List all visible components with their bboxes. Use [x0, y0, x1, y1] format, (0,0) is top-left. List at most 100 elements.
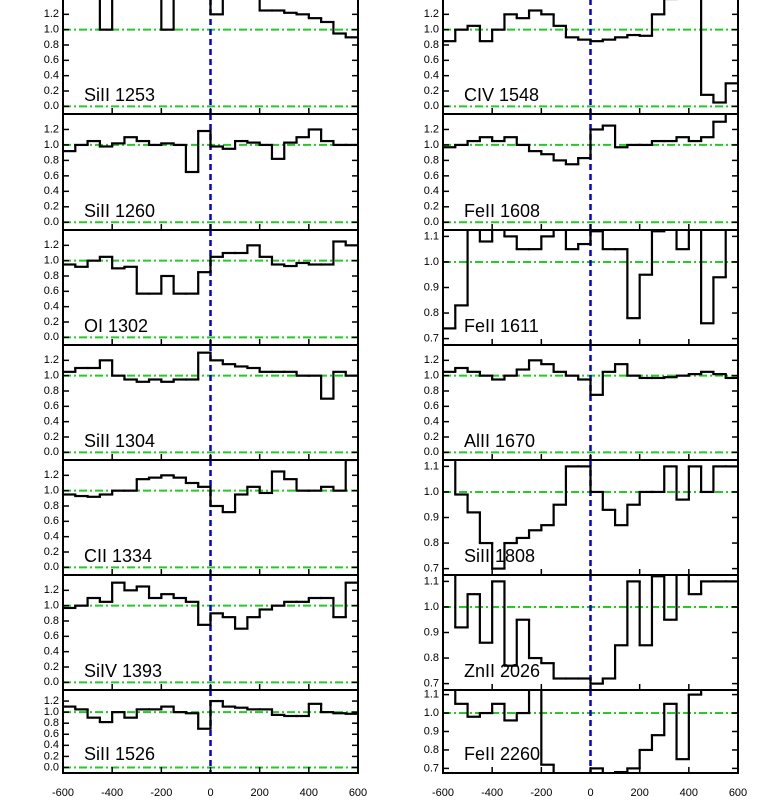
- y-tick-label: 1.0: [44, 485, 59, 497]
- panel: 0.0 0.2 0.4 0.6 0.8 1.0 1.2 SiII 1260: [44, 113, 359, 231]
- y-tick-label: 0.6: [424, 54, 439, 66]
- panel: 0.0 0.2 0.4 0.6 0.8 1.0 1.2 CIV 1548: [424, 0, 739, 115]
- y-tick-label: 1.0: [424, 486, 439, 498]
- line-label: SiII 1260: [84, 201, 155, 221]
- y-tick-label: 0.8: [424, 154, 439, 166]
- y-tick-label: 0.0: [44, 561, 59, 573]
- line-label: SiII 1808: [464, 546, 535, 566]
- panel: 0.7 0.8 0.9 1.0 1.1 FeII 1611: [424, 229, 739, 346]
- line-label: FeII 1608: [464, 201, 540, 221]
- y-tick-label: 0.8: [424, 307, 439, 319]
- y-tick-label: 0.8: [44, 39, 59, 51]
- panel: 0.0 0.2 0.4 0.6 0.8 1.0 1.2 CII 1334: [44, 459, 359, 576]
- plot-area: [63, 0, 358, 114]
- y-tick-label: 0.4: [424, 70, 439, 82]
- y-tick-label: 1.0: [424, 24, 439, 36]
- y-tick-label: 0.4: [44, 531, 59, 543]
- panel: 0.0 0.2 0.4 0.6 0.8 1.0 1.2 SiII 1253: [44, 0, 359, 115]
- x-tick-label: -400: [101, 787, 123, 799]
- y-tick-label: 0.6: [424, 400, 439, 412]
- y-tick-label: 0.4: [44, 646, 59, 658]
- y-tick-label: 0.9: [424, 281, 439, 293]
- plot-area: [443, 0, 738, 114]
- y-tick-label: 0.2: [424, 431, 439, 443]
- y-tick-label: 0.2: [424, 201, 439, 213]
- y-tick-label: 1.2: [44, 695, 59, 707]
- y-tick-label: 1.0: [424, 601, 439, 613]
- y-tick-label: 0.4: [424, 416, 439, 428]
- x-tick-label: 200: [630, 787, 648, 799]
- y-tick-label: 0.4: [44, 70, 59, 82]
- x-tick-label: 0: [207, 787, 213, 799]
- y-tick-label: 0.0: [44, 676, 59, 688]
- plot-area: [443, 114, 738, 230]
- line-label: CII 1334: [84, 546, 152, 566]
- y-tick-label: 1.0: [424, 256, 439, 268]
- y-tick-label: 0.2: [44, 546, 59, 558]
- y-tick-label: 1.1: [424, 575, 439, 587]
- panel: 0.7 0.8 0.9 1.0 1.1 FeII 2260: [424, 689, 739, 774]
- line-label: SiII 1253: [84, 85, 155, 105]
- y-tick-label: 1.1: [424, 230, 439, 242]
- y-tick-label: 0.2: [44, 316, 59, 328]
- y-tick-label: 1.2: [44, 239, 59, 251]
- y-tick-label: 1.0: [44, 706, 59, 718]
- y-tick-label: 1.2: [44, 584, 59, 596]
- x-tick-label: -200: [530, 787, 552, 799]
- plot-area: [443, 575, 738, 690]
- panel: 0.00.20.40.60.81.01.2 SiII 1526: [44, 689, 359, 774]
- y-tick-label: 0.4: [44, 416, 59, 428]
- line-label: OI 1302: [84, 316, 148, 336]
- y-tick-label: 0.8: [44, 615, 59, 627]
- x-tick-label: -400: [481, 787, 503, 799]
- plot-area: [443, 230, 738, 345]
- y-tick-label: 0.6: [44, 728, 59, 740]
- line-label: FeII 1611: [464, 316, 539, 336]
- panel: 0.0 0.2 0.4 0.6 0.8 1.0 1.2 OI 1302: [44, 229, 359, 346]
- y-tick-label: 0.2: [44, 201, 59, 213]
- y-tick-label: 0.7: [424, 333, 439, 345]
- y-tick-label: 1.2: [424, 8, 439, 20]
- y-tick-label: 1.1: [424, 689, 439, 701]
- y-tick-label: 1.0: [44, 24, 59, 36]
- y-tick-label: 0.8: [44, 500, 59, 512]
- y-tick-label: 1.0: [44, 600, 59, 612]
- panel: 0.0 0.2 0.4 0.6 0.8 1.0 1.2 SiII 1304: [44, 344, 359, 461]
- y-tick-label: 0.4: [44, 301, 59, 313]
- line-label: ZnII 2026: [464, 661, 540, 681]
- plot-area: [443, 460, 738, 575]
- line-label: SiII 1526: [84, 744, 155, 764]
- y-tick-label: 0.6: [44, 170, 59, 182]
- y-tick-label: 0.8: [44, 385, 59, 397]
- x-tick-label: 400: [680, 787, 698, 799]
- y-tick-label: 0.2: [44, 85, 59, 97]
- y-tick-label: 0.2: [424, 85, 439, 97]
- y-tick-label: 0.6: [44, 285, 59, 297]
- y-tick-label: 0.6: [44, 630, 59, 642]
- y-tick-label: 0.0: [44, 331, 59, 343]
- x-tick-label: 600: [349, 787, 367, 799]
- panel: 0.7 0.8 0.9 1.0 1.1 ZnII 2026: [424, 574, 739, 691]
- y-tick-label: 0.7: [424, 762, 439, 774]
- y-tick-label: 1.2: [44, 469, 59, 481]
- y-tick-label: 0.6: [44, 515, 59, 527]
- y-tick-label: 1.1: [424, 460, 439, 472]
- y-tick-label: 0.4: [44, 739, 59, 751]
- plot-area: [63, 575, 358, 690]
- line-label: AlII 1670: [464, 431, 535, 451]
- plot-area: [63, 114, 358, 230]
- y-tick-label: 1.0: [424, 370, 439, 382]
- plot-area: [443, 345, 738, 460]
- y-tick-label: 0.6: [44, 54, 59, 66]
- y-tick-label: 0.0: [44, 100, 59, 112]
- panel: 0.0 0.2 0.4 0.6 0.8 1.0 1.2 FeII 1608: [424, 113, 739, 231]
- line-label: SiIV 1393: [84, 661, 162, 681]
- x-tick-label: 600: [729, 787, 747, 799]
- y-tick-label: 0.8: [44, 154, 59, 166]
- y-tick-label: 0.8: [424, 385, 439, 397]
- y-tick-label: 1.2: [44, 8, 59, 20]
- y-tick-label: 0.7: [424, 563, 439, 575]
- y-tick-label: 0.9: [424, 626, 439, 638]
- y-tick-label: 0.2: [44, 431, 59, 443]
- y-tick-label: 0.0: [424, 446, 439, 458]
